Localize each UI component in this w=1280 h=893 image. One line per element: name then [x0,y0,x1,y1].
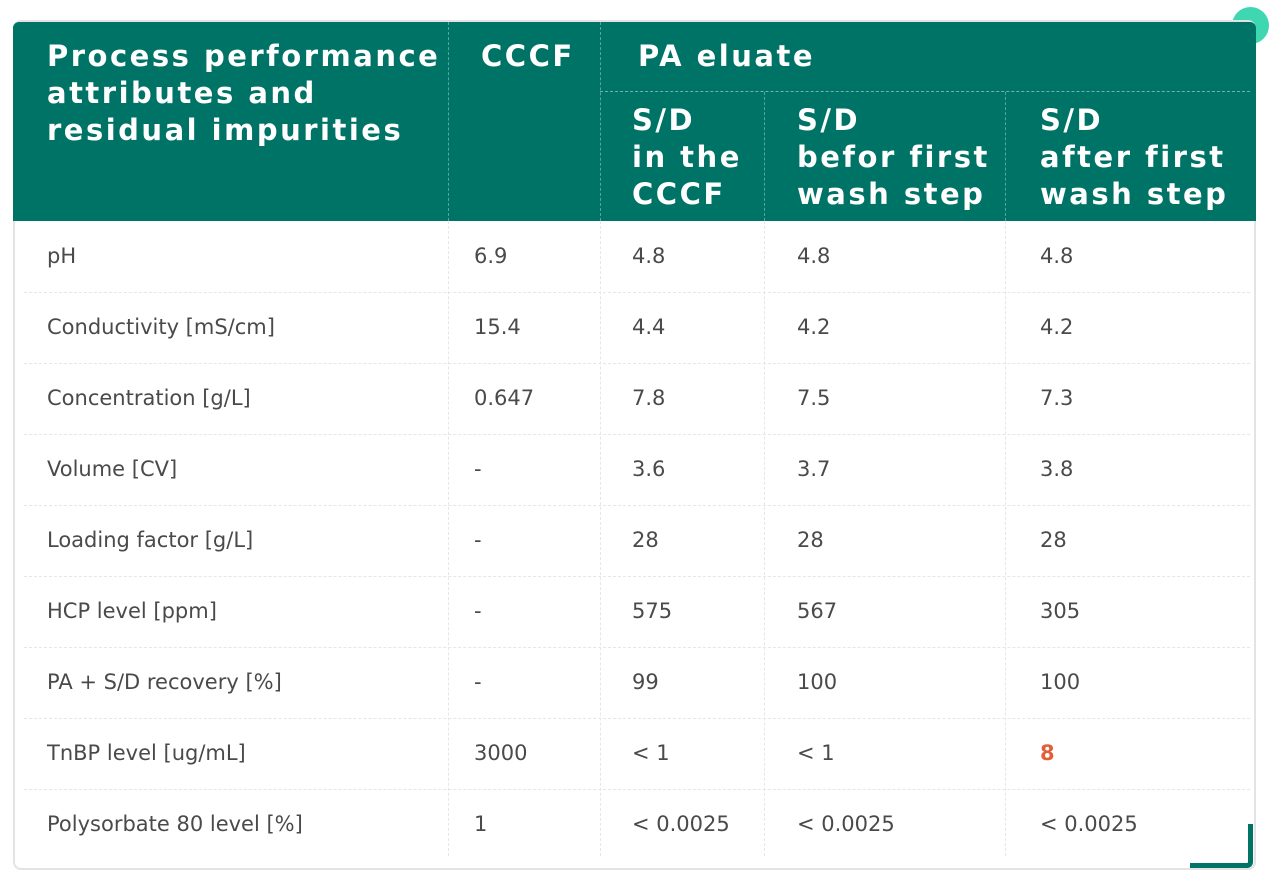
decor-corner [1190,824,1253,868]
divider [600,221,601,856]
divider [24,647,1250,648]
table-cell: 7.8 [632,386,666,410]
table-cell: HCP level [ppm] [47,599,217,623]
table-cell: < 0.0025 [797,812,895,836]
table-cell: Concentration [g/L] [47,386,251,410]
table-cell: 100 [797,670,838,694]
table-cell: Volume [CV] [47,457,178,481]
table-cell: Polysorbate 80 level [%] [47,812,303,836]
table-cell: 4.2 [1040,315,1074,339]
divider [24,434,1250,435]
table-cell: 305 [1040,599,1081,623]
table-cell: < 0.0025 [632,812,730,836]
divider [1005,221,1006,856]
header-cell: S/D in the CCCF [632,103,742,211]
table-cell: Conductivity [mS/cm] [47,315,275,339]
table-header [13,22,1256,221]
table-cell: < 0.0025 [1040,812,1138,836]
table-cell: 4.8 [1040,244,1074,268]
divider [24,363,1250,364]
header-cell: CCCF [481,39,575,73]
divider [448,221,449,856]
table-cell: TnBP level [ug/mL] [47,741,246,765]
divider [24,292,1250,293]
header-cell: PA eluate [638,39,815,73]
table-cell: 4.8 [632,244,666,268]
table-cell: 1 [474,812,488,836]
table-cell: 4.4 [632,315,666,339]
table-cell: 15.4 [474,315,521,339]
table-cell: 3.6 [632,457,666,481]
header-cell: Process performance attributes and resid… [47,39,441,147]
table-cell: 575 [632,599,673,623]
divider [24,505,1250,506]
table-cell: < 1 [632,741,670,765]
table-cell: 99 [632,670,659,694]
table-cell: 28 [1040,528,1067,552]
table-cell: 3000 [474,741,528,765]
table-cell: 6.9 [474,244,508,268]
divider [24,718,1250,719]
table-cell: 7.5 [797,386,831,410]
header-cell: S/D befor first wash step [797,103,990,211]
table-cell: 8 [1040,741,1055,765]
table-cell: pH [47,244,77,268]
table-cell: 28 [797,528,824,552]
divider [1005,92,1006,221]
divider [24,576,1250,577]
table-cell: - [474,670,482,694]
table-cell: PA + S/D recovery [%] [47,670,282,694]
divider [600,22,601,221]
table-cell: 0.647 [474,386,535,410]
table-cell: 4.2 [797,315,831,339]
divider [600,91,1250,92]
table-cell: 100 [1040,670,1081,694]
divider [764,221,765,856]
table-cell: - [474,528,482,552]
header-cell: S/D after first wash step [1040,103,1229,211]
divider [448,22,449,221]
divider [764,92,765,221]
table-cell: 28 [632,528,659,552]
table-cell: 567 [797,599,838,623]
table-cell: - [474,457,482,481]
table-cell: - [474,599,482,623]
table-cell: 3.7 [797,457,831,481]
table-cell: 7.3 [1040,386,1074,410]
divider [24,789,1250,790]
table-cell: 4.8 [797,244,831,268]
table-cell: Loading factor [g/L] [47,528,254,552]
table-cell: < 1 [797,741,835,765]
table-cell: 3.8 [1040,457,1074,481]
